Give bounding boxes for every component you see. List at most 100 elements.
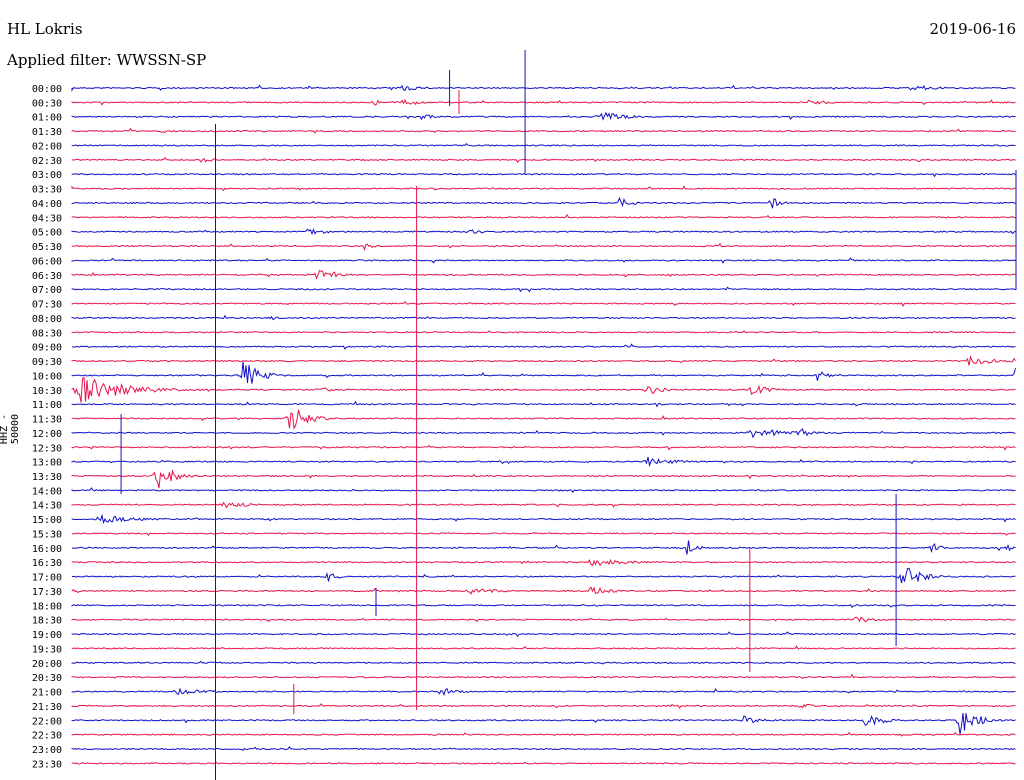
trace-line xyxy=(71,746,1016,751)
trace-line xyxy=(71,444,1016,451)
trace-line xyxy=(71,660,1016,665)
row-label: 05:30 xyxy=(32,242,62,253)
row-label: 22:00 xyxy=(32,716,62,727)
row-label: 02:30 xyxy=(32,156,62,167)
date-label: 2019-06-16 xyxy=(929,20,1016,38)
filter-label: Applied filter: WWSSN-SP xyxy=(7,51,207,69)
row-label: 13:00 xyxy=(32,458,62,469)
row-label: 13:30 xyxy=(32,472,62,483)
trace-line xyxy=(71,98,1016,106)
trace-line xyxy=(71,343,1016,351)
station-title: HL Lokris xyxy=(7,20,83,38)
row-label: 23:30 xyxy=(32,759,62,770)
row-label: 21:00 xyxy=(32,688,62,699)
row-label: 19:30 xyxy=(32,644,62,655)
trace-line xyxy=(71,376,1016,403)
row-label: 09:00 xyxy=(32,343,62,354)
trace-line xyxy=(71,731,1016,737)
row-label: 22:30 xyxy=(32,731,62,742)
row-label: 04:30 xyxy=(32,213,62,224)
trace-line xyxy=(71,616,1016,623)
trace-line xyxy=(71,567,1016,584)
trace-line xyxy=(71,127,1016,134)
trace-line xyxy=(71,196,1016,209)
row-label: 14:30 xyxy=(32,501,62,512)
row-label: 12:30 xyxy=(32,443,62,454)
row-label: 23:00 xyxy=(32,745,62,756)
trace-line xyxy=(71,84,1016,92)
trace-line xyxy=(71,257,1016,264)
row-label: 03:00 xyxy=(32,170,62,181)
row-label: 09:30 xyxy=(32,357,62,368)
row-label: 08:30 xyxy=(32,328,62,339)
row-label: 20:00 xyxy=(32,659,62,670)
row-label: 17:00 xyxy=(32,573,62,584)
row-label: 19:00 xyxy=(32,630,62,641)
trace-line xyxy=(71,558,1016,567)
row-label: 07:30 xyxy=(32,300,62,311)
trace-line xyxy=(71,213,1016,219)
row-label: 10:30 xyxy=(32,386,62,397)
trace-line xyxy=(71,269,1016,280)
trace-line xyxy=(71,586,1016,595)
row-label: 18:30 xyxy=(32,616,62,627)
trace-line xyxy=(71,172,1016,178)
trace-line xyxy=(71,228,1016,236)
trace-line xyxy=(71,242,1016,251)
trace-line xyxy=(71,673,1016,680)
trace-line xyxy=(71,409,1016,430)
row-label: 00:00 xyxy=(32,84,62,95)
trace-line xyxy=(71,314,1016,321)
trace-line xyxy=(71,645,1016,650)
trace-line xyxy=(71,761,1016,765)
row-label: 14:00 xyxy=(32,486,62,497)
row-label: 17:30 xyxy=(32,587,62,598)
trace-line xyxy=(71,687,1016,697)
row-label: 01:30 xyxy=(32,127,62,138)
trace-line xyxy=(71,456,1016,468)
row-label: 21:30 xyxy=(32,702,62,713)
row-label: 10:00 xyxy=(32,371,62,382)
row-label: 20:30 xyxy=(32,673,62,684)
trace-line xyxy=(71,604,1016,608)
row-label: 07:00 xyxy=(32,285,62,296)
row-label: 08:00 xyxy=(32,314,62,325)
trace-line xyxy=(71,185,1016,192)
row-label: 00:30 xyxy=(32,98,62,109)
trace-line xyxy=(71,355,1016,366)
row-label: 18:00 xyxy=(32,601,62,612)
row-label: 11:00 xyxy=(32,400,62,411)
trace-line xyxy=(71,703,1016,710)
trace-line xyxy=(71,501,1016,509)
trace-line xyxy=(71,428,1016,439)
trace-line xyxy=(71,468,1016,489)
row-label: 11:30 xyxy=(32,415,62,426)
row-label: 15:00 xyxy=(32,515,62,526)
trace-line xyxy=(71,300,1016,308)
trace-line xyxy=(71,111,1016,121)
trace-line xyxy=(71,540,1016,555)
trace-line xyxy=(71,400,1016,408)
trace-line xyxy=(71,513,1016,525)
row-label: 16:30 xyxy=(32,558,62,569)
trace-line xyxy=(71,286,1016,293)
trace-line xyxy=(71,631,1016,638)
row-label: 06:30 xyxy=(32,271,62,282)
row-label: 15:30 xyxy=(32,529,62,540)
row-label: 01:00 xyxy=(32,113,62,124)
trace-line xyxy=(71,330,1016,334)
trace-line xyxy=(71,142,1016,147)
trace-line xyxy=(71,156,1016,163)
trace-line xyxy=(71,361,1016,384)
row-label: 16:00 xyxy=(32,544,62,555)
row-label: 12:00 xyxy=(32,429,62,440)
row-label: 02:00 xyxy=(32,141,62,152)
trace-line xyxy=(71,713,1016,735)
row-label: 06:00 xyxy=(32,256,62,267)
trace-line xyxy=(71,487,1016,494)
row-label: 05:00 xyxy=(32,228,62,239)
row-label: 04:00 xyxy=(32,199,62,210)
row-label: 03:30 xyxy=(32,185,62,196)
trace-line xyxy=(71,532,1016,537)
